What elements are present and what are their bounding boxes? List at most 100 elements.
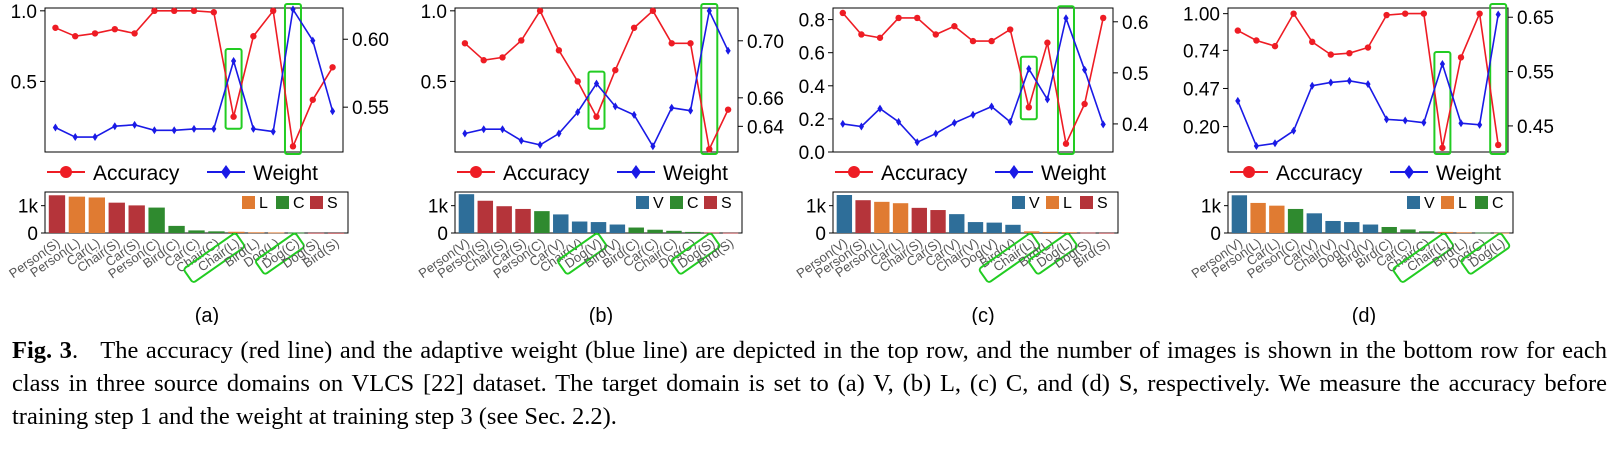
weight-point — [725, 46, 731, 55]
legend-accuracy-label: Accuracy — [93, 162, 180, 185]
legend-weight-label: Weight — [1436, 162, 1501, 185]
accuracy-point — [1439, 144, 1446, 151]
left-tick-label: 1.0 — [421, 2, 447, 23]
weight-point — [290, 5, 296, 14]
count-bar — [1362, 224, 1379, 233]
weight-point — [1458, 119, 1464, 128]
count-bar — [458, 194, 475, 233]
accuracy-point — [1253, 37, 1260, 44]
weight-point — [270, 127, 276, 136]
bar-legend-swatch — [704, 196, 717, 209]
highlight-tick-box — [978, 232, 1041, 283]
count-bar — [188, 230, 205, 233]
right-tick-label: 0.55 — [1517, 63, 1554, 84]
bar-legend-swatch — [1475, 196, 1488, 209]
caption-label: Fig. 3 — [12, 337, 72, 364]
weight-point — [1272, 139, 1278, 148]
accuracy-point — [1364, 44, 1372, 51]
weight-point — [669, 103, 675, 112]
weight-point — [1421, 118, 1427, 127]
right-tick-label: 0.6 — [1122, 13, 1148, 34]
weight-point — [1044, 95, 1050, 104]
weight-point — [112, 122, 118, 131]
bar-legend-swatch — [1441, 196, 1454, 209]
count-bar — [911, 207, 927, 233]
bar-legend-swatch — [242, 196, 255, 209]
highlight-box — [1019, 55, 1038, 121]
count-bar — [628, 227, 644, 233]
count-bar — [986, 222, 1002, 233]
bar-y-tick-label: 0 — [1210, 224, 1221, 245]
count-bar — [1456, 232, 1472, 234]
bar-legend-label: C — [293, 195, 305, 212]
count-bar — [1250, 202, 1266, 233]
count-bar — [108, 202, 125, 233]
accuracy-point — [190, 7, 198, 15]
weight-point — [877, 104, 883, 113]
accuracy-point — [932, 31, 939, 38]
accuracy-point — [1495, 141, 1502, 149]
accuracy-point — [480, 57, 487, 64]
right-tick-label: 0.70 — [747, 32, 784, 53]
left-tick-label: 1.0 — [11, 2, 37, 23]
panel-label: (c) — [971, 305, 994, 325]
bar-legend-swatch — [636, 196, 649, 209]
weight-point — [1402, 116, 1408, 125]
accuracy-point — [1234, 27, 1242, 34]
accuracy-point — [1044, 39, 1051, 46]
legend-weight-label: Weight — [663, 162, 728, 185]
line-plot-frame — [1227, 7, 1509, 153]
accuracy-point — [131, 30, 138, 37]
highlight-box — [700, 3, 719, 155]
left-tick-label: 0.5 — [11, 72, 37, 93]
accuracy-point — [1271, 42, 1279, 50]
weight-point — [687, 106, 694, 115]
left-tick-label: 0.0 — [799, 143, 825, 164]
weight-point — [518, 136, 524, 145]
count-bar — [307, 232, 325, 234]
accuracy-point — [1327, 51, 1335, 58]
weight-point — [92, 133, 98, 142]
count-bar — [228, 231, 245, 233]
weight-point — [230, 56, 237, 65]
bar-legend-label: C — [1492, 195, 1504, 212]
highlight-tick-box — [557, 232, 608, 275]
weight-point — [951, 118, 957, 127]
accuracy-point — [649, 7, 657, 15]
count-bar — [1306, 213, 1322, 233]
accuracy-point — [72, 33, 79, 40]
accuracy-point — [1290, 10, 1297, 17]
count-bar — [248, 232, 265, 234]
weight-point — [1365, 80, 1371, 89]
accuracy-point — [499, 54, 506, 61]
count-bar — [287, 232, 305, 234]
count-bar — [647, 229, 663, 233]
right-tick-label: 0.45 — [1517, 117, 1554, 138]
bar-legend-swatch — [276, 196, 289, 209]
right-tick-label: 0.64 — [747, 117, 784, 138]
bar-y-tick-label: 1k — [18, 197, 39, 218]
legend-accuracy-marker — [848, 166, 860, 178]
accuracy-point — [988, 37, 995, 45]
count-bar — [1400, 229, 1416, 233]
accuracy-point — [839, 9, 846, 17]
count-bar — [48, 195, 66, 233]
accuracy-point — [706, 145, 713, 153]
count-bar — [268, 232, 285, 234]
weight-point — [1309, 81, 1315, 90]
weight-point — [575, 108, 581, 117]
legend-weight-label: Weight — [1041, 162, 1106, 185]
bar-legend-label: V — [1029, 195, 1040, 212]
accuracy-point — [668, 40, 675, 47]
bar-legend-label: S — [327, 195, 338, 212]
weight-point — [1007, 117, 1013, 126]
weight-point — [612, 102, 618, 111]
count-bar — [1381, 226, 1397, 233]
accuracy-point — [329, 64, 336, 71]
count-bar — [855, 200, 871, 233]
weight-point — [1026, 64, 1032, 73]
count-bar — [703, 232, 720, 234]
weight-point — [1495, 10, 1501, 19]
left-tick-label: 0.74 — [1183, 41, 1220, 62]
accuracy-point — [858, 31, 865, 38]
